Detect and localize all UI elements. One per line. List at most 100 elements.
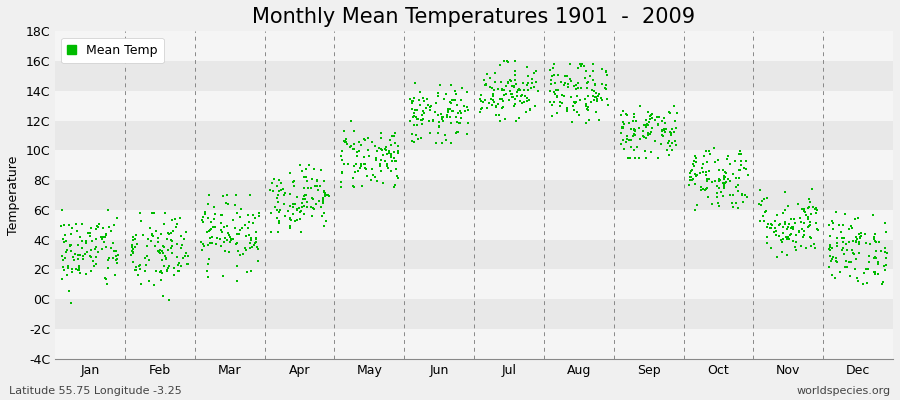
Point bbox=[734, 151, 749, 158]
Point bbox=[500, 59, 515, 65]
Point bbox=[790, 200, 805, 207]
Point bbox=[346, 183, 360, 190]
Point bbox=[544, 81, 558, 87]
Point bbox=[407, 95, 421, 102]
Point bbox=[616, 124, 630, 130]
Point bbox=[166, 272, 181, 278]
Point bbox=[760, 195, 775, 202]
Point bbox=[573, 63, 588, 69]
Point bbox=[384, 152, 399, 158]
Point bbox=[806, 186, 820, 192]
Point bbox=[55, 206, 69, 213]
Point bbox=[491, 101, 505, 107]
Point bbox=[472, 108, 487, 115]
Point bbox=[380, 151, 394, 158]
Point bbox=[416, 108, 430, 114]
Point bbox=[627, 127, 642, 133]
Point bbox=[358, 137, 373, 143]
Point bbox=[378, 146, 392, 152]
Point bbox=[879, 262, 894, 268]
Point bbox=[287, 183, 302, 190]
Point bbox=[318, 191, 332, 198]
Point bbox=[435, 116, 449, 122]
Point bbox=[880, 250, 895, 256]
Point bbox=[106, 247, 121, 254]
Point bbox=[454, 96, 468, 103]
Point bbox=[354, 162, 368, 169]
Point bbox=[201, 201, 215, 207]
Point bbox=[512, 87, 526, 94]
Point bbox=[772, 221, 787, 228]
Point bbox=[731, 205, 745, 211]
Point bbox=[426, 118, 440, 125]
Point bbox=[527, 84, 542, 91]
Point bbox=[712, 177, 726, 184]
Point bbox=[783, 232, 797, 238]
Point bbox=[788, 239, 803, 245]
Point bbox=[620, 133, 634, 140]
Point bbox=[457, 108, 472, 114]
Point bbox=[413, 135, 428, 141]
Point bbox=[685, 167, 699, 173]
Point bbox=[220, 230, 235, 236]
Point bbox=[724, 178, 738, 185]
Point bbox=[825, 254, 840, 260]
Point bbox=[230, 210, 244, 216]
Point bbox=[154, 231, 168, 237]
Point bbox=[431, 123, 446, 129]
Point bbox=[615, 125, 629, 132]
Point bbox=[220, 201, 235, 207]
Point bbox=[58, 239, 72, 245]
Point bbox=[546, 65, 561, 71]
Point bbox=[655, 128, 670, 134]
Point bbox=[83, 233, 97, 240]
Point bbox=[485, 85, 500, 91]
Point bbox=[424, 103, 438, 110]
Point bbox=[380, 160, 394, 167]
Point bbox=[111, 255, 125, 262]
Point bbox=[302, 162, 316, 168]
Point bbox=[725, 171, 740, 178]
Point bbox=[194, 246, 209, 253]
Point bbox=[367, 174, 382, 180]
Point bbox=[822, 221, 836, 228]
Point bbox=[161, 246, 176, 253]
Point bbox=[845, 246, 859, 253]
Point bbox=[484, 96, 499, 102]
Point bbox=[246, 220, 260, 226]
Point bbox=[58, 254, 72, 261]
Point bbox=[682, 174, 697, 180]
Point bbox=[590, 90, 604, 97]
Point bbox=[866, 212, 880, 218]
Point bbox=[796, 228, 811, 235]
Point bbox=[805, 243, 819, 250]
Point bbox=[353, 165, 367, 172]
Point bbox=[304, 195, 319, 202]
Point bbox=[99, 231, 113, 238]
Point bbox=[89, 261, 104, 267]
Point bbox=[62, 242, 77, 248]
Point bbox=[240, 269, 255, 275]
Point bbox=[162, 230, 176, 237]
Point bbox=[387, 133, 401, 139]
Point bbox=[568, 100, 582, 106]
Point bbox=[595, 97, 609, 104]
Point bbox=[566, 99, 580, 106]
Point bbox=[99, 280, 113, 287]
Point bbox=[699, 176, 714, 182]
Point bbox=[663, 110, 678, 116]
Point bbox=[878, 267, 892, 274]
Point bbox=[645, 111, 660, 117]
Point bbox=[705, 201, 719, 208]
Point bbox=[503, 88, 517, 94]
Point bbox=[128, 244, 142, 251]
Point bbox=[579, 96, 593, 102]
Point bbox=[699, 186, 714, 192]
Point bbox=[740, 193, 754, 200]
Point bbox=[250, 243, 265, 250]
Point bbox=[770, 212, 784, 218]
Point bbox=[652, 114, 666, 120]
Point bbox=[347, 168, 362, 175]
Point bbox=[662, 138, 676, 144]
Point bbox=[657, 115, 671, 121]
